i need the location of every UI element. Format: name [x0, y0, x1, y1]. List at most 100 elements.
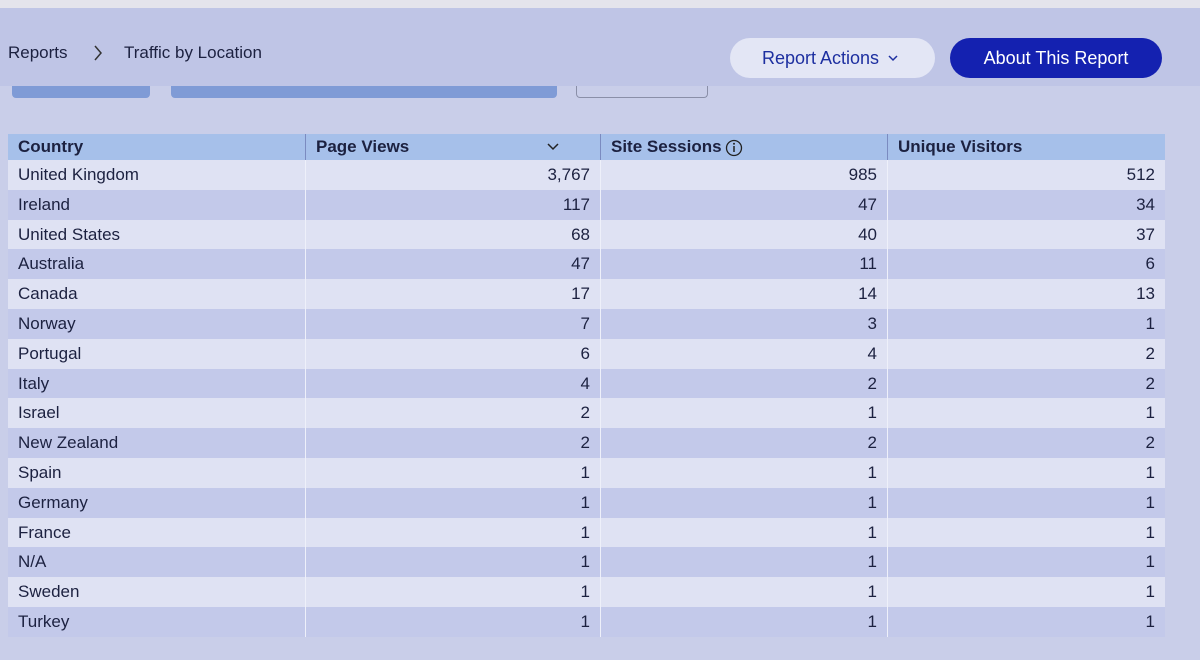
column-header-label: Unique Visitors	[898, 137, 1023, 156]
breadcrumb-link[interactable]: Reports	[8, 43, 68, 62]
table-row[interactable]: United Kingdom 3,767 985 512	[8, 160, 1165, 190]
table-cell: 14	[600, 279, 887, 310]
table-cell: 47	[600, 189, 887, 220]
table-row[interactable]: Australia 47 11 6	[8, 249, 1165, 280]
column-header[interactable]: Site Sessions	[600, 134, 887, 160]
table-cell: 4	[305, 368, 600, 399]
tab[interactable]	[576, 86, 708, 98]
column-header[interactable]: Unique Visitors	[887, 134, 1165, 160]
table-cell: 6	[305, 338, 600, 369]
table-cell: 2	[305, 428, 600, 459]
table-cell: Norway	[18, 314, 76, 333]
table-cell: Germany	[18, 492, 88, 512]
table-cell: 1	[887, 517, 1165, 548]
table-cell: 1	[600, 547, 887, 578]
table-row[interactable]: Turkey 1 1 1	[8, 607, 1165, 637]
table-row[interactable]: Norway 7 3 1	[8, 309, 1165, 339]
tab[interactable]	[12, 86, 150, 98]
table-cell: Italy	[18, 373, 50, 393]
table-cell: N/A	[18, 552, 47, 572]
table-row[interactable]: New Zealand 2 2 2	[8, 428, 1165, 459]
table-row[interactable]: Spain 1 1 1	[8, 458, 1165, 488]
table-cell: 11	[600, 249, 887, 280]
table-cell: 47	[305, 249, 600, 280]
table-cell: United Kingdom	[18, 165, 139, 184]
dropdown-icon	[888, 55, 898, 62]
table-cell: 1	[305, 458, 600, 488]
table-cell: 985	[600, 160, 887, 190]
table-cell: 68	[305, 219, 600, 250]
table-cell: 1	[887, 458, 1165, 488]
table-cell: 1	[887, 309, 1165, 339]
table-cell: 2	[600, 368, 887, 399]
breadcrumb-current: Traffic by Location	[124, 43, 262, 62]
table-row[interactable]: Canada 17 14 13	[8, 279, 1165, 310]
table-header: Country Page Views Site Sessions Unique Vis…	[8, 134, 1165, 160]
breadcrumb-separator	[94, 45, 102, 61]
table-cell: 1	[887, 577, 1165, 608]
column-header[interactable]: Page Views	[305, 134, 600, 160]
button-label: About This Report	[983, 47, 1129, 68]
table-cell: Canada	[18, 284, 78, 304]
table-cell: 4	[600, 338, 887, 369]
table-cell: 37	[887, 219, 1165, 250]
table-row[interactable]: United States 68 40 37	[8, 219, 1165, 250]
table-cell: 2	[887, 428, 1165, 459]
table-cell: 1	[600, 607, 887, 637]
table-cell: 1	[305, 547, 600, 578]
table-cell: 34	[887, 189, 1165, 220]
table-cell: Turkey	[18, 612, 70, 631]
table-row[interactable]: Sweden 1 1 1	[8, 577, 1165, 608]
button-label: Report Actions	[761, 47, 880, 68]
sort-icon[interactable]	[546, 142, 560, 152]
column-header-label: Country	[18, 137, 84, 156]
table-cell: 1	[600, 398, 887, 429]
table-cell: 117	[305, 189, 600, 220]
about-report-button[interactable]: About This Report	[950, 38, 1162, 78]
header: Reports Traffic by Location Report Actio…	[0, 8, 1200, 86]
top-strip	[0, 0, 1200, 8]
table-row[interactable]: Israel 2 1 1	[8, 398, 1165, 429]
table-cell: 1	[600, 458, 887, 488]
table-cell: 13	[887, 279, 1165, 310]
table-cell: 2	[887, 338, 1165, 369]
table-cell: Ireland	[18, 194, 70, 214]
column-header[interactable]: Country	[8, 134, 305, 160]
table-cell: 1	[887, 607, 1165, 637]
table-row[interactable]: Ireland 117 47 34	[8, 189, 1165, 220]
table-cell: 17	[305, 279, 600, 310]
table-cell: 2	[600, 428, 887, 459]
table-cell: 1	[305, 487, 600, 518]
table-cell: New Zealand	[18, 433, 119, 453]
table-row[interactable]: Germany 1 1 1	[8, 487, 1165, 518]
table-cell: France	[18, 522, 71, 542]
table-cell: Spain	[18, 463, 62, 482]
table-cell: 512	[887, 160, 1165, 190]
table-row[interactable]: Italy 4 2 2	[8, 368, 1165, 399]
table-cell: Sweden	[18, 582, 80, 602]
table-cell: Portugal	[18, 343, 82, 363]
table-cell: Israel	[18, 403, 60, 423]
column-header-label: Site Sessions	[611, 137, 722, 156]
table-cell: 1	[887, 398, 1165, 429]
table-cell: 1	[887, 547, 1165, 578]
table-cell: 2	[887, 368, 1165, 399]
table-cell: 3	[600, 309, 887, 339]
tab[interactable]	[171, 86, 557, 98]
table-row[interactable]: N/A 1 1 1	[8, 547, 1165, 578]
table-cell: 7	[305, 309, 600, 339]
table-row[interactable]: Portugal 6 4 2	[8, 338, 1165, 369]
table-cell: 3,767	[305, 160, 600, 190]
column-header-label: Page Views	[316, 137, 410, 156]
table-cell: 1	[305, 607, 600, 637]
table-row[interactable]: France 1 1 1	[8, 517, 1165, 548]
table-cell: 1	[600, 577, 887, 608]
table-cell: 2	[305, 398, 600, 429]
table-cell: 6	[887, 249, 1165, 280]
info-icon[interactable]	[725, 139, 743, 157]
table-cell: 1	[600, 517, 887, 548]
report-actions-button[interactable]: Report Actions	[730, 38, 935, 78]
table-cell: 1	[305, 517, 600, 548]
table-cell: 40	[600, 219, 887, 250]
